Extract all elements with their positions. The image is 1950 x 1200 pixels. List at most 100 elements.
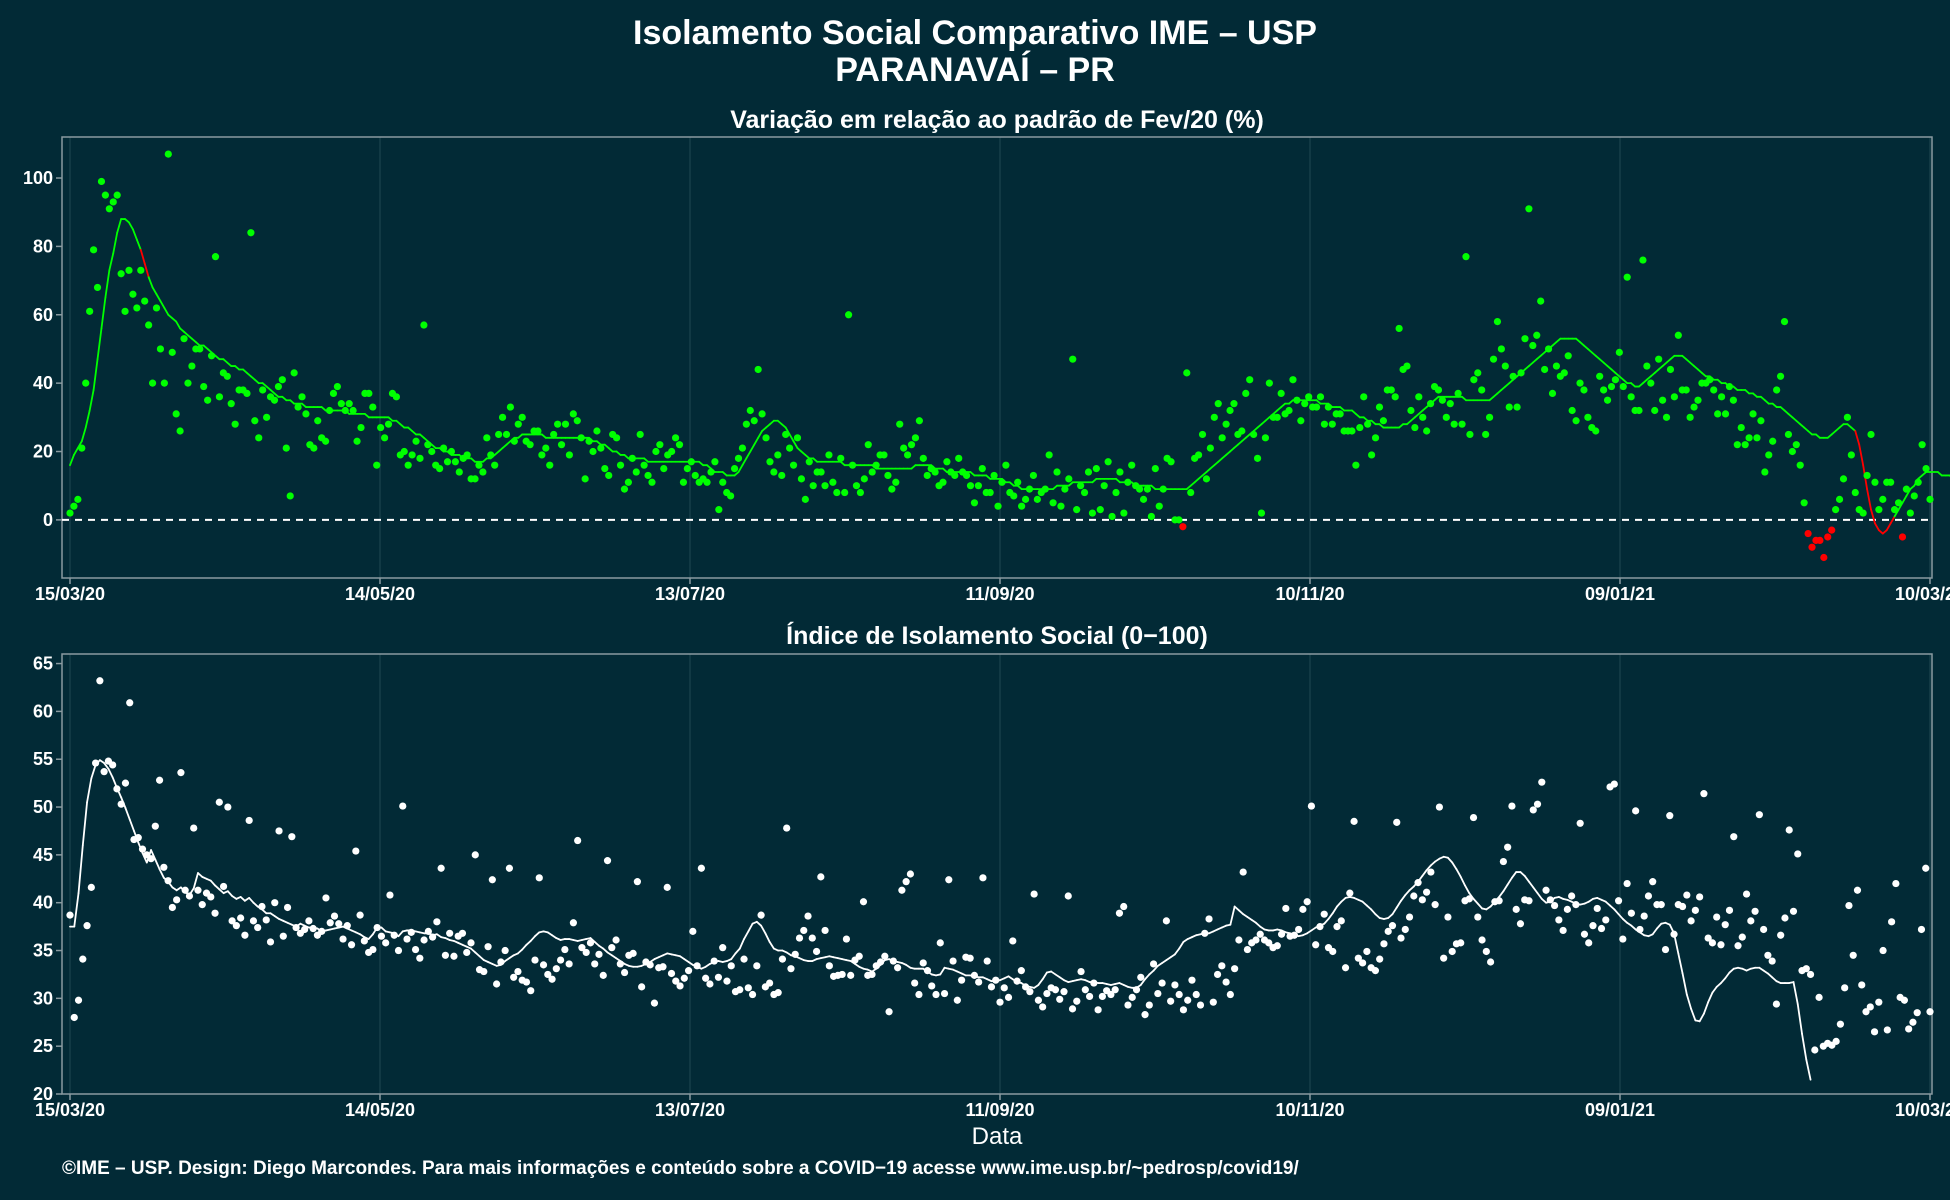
data-point <box>1290 931 1298 939</box>
data-point <box>885 1008 893 1016</box>
data-point <box>1196 1001 1205 1009</box>
data-point <box>675 441 684 449</box>
data-point <box>1607 382 1616 391</box>
data-point <box>1336 410 1344 418</box>
data-point <box>105 205 113 213</box>
data-point <box>1529 806 1537 814</box>
data-point <box>667 969 676 978</box>
data-point <box>1469 813 1478 822</box>
x-axis-label: Data <box>972 1123 1023 1150</box>
data-point <box>164 877 172 885</box>
data-point <box>644 471 652 480</box>
data-point <box>341 406 349 415</box>
data-point <box>1489 355 1498 363</box>
moving-average-segment <box>86 777 93 804</box>
data-point <box>1636 925 1644 934</box>
data-point <box>1862 1008 1870 1016</box>
data-point <box>1713 913 1721 921</box>
data-point <box>78 444 86 452</box>
data-point <box>789 461 798 469</box>
data-point <box>1419 413 1427 421</box>
y-tick-label: 100 <box>23 168 53 188</box>
data-point <box>1521 335 1529 343</box>
moving-average-segment <box>1536 892 1543 900</box>
data-point <box>369 945 377 954</box>
data-point <box>1214 400 1222 408</box>
data-point <box>1285 406 1293 415</box>
data-point <box>1069 355 1077 363</box>
data-point <box>86 307 94 315</box>
data-point <box>1352 461 1360 469</box>
data-point <box>992 976 1000 984</box>
data-point <box>1555 916 1563 924</box>
data-point <box>629 949 637 957</box>
data-point <box>133 304 141 312</box>
data-point <box>399 802 407 810</box>
data-point <box>990 471 998 480</box>
data-point <box>1348 427 1356 435</box>
data-point <box>1053 468 1061 476</box>
moving-average-segment <box>116 218 123 234</box>
moving-average-segment <box>768 941 775 950</box>
data-point <box>633 878 641 886</box>
data-point <box>966 954 974 962</box>
x-tick-label: 10/11/20 <box>1275 584 1344 604</box>
data-point <box>93 283 102 292</box>
data-point <box>1615 348 1623 356</box>
data-point <box>1312 403 1321 411</box>
data-point <box>377 423 385 432</box>
data-point <box>738 444 747 452</box>
data-point <box>1411 423 1419 432</box>
data-point <box>1765 451 1773 459</box>
moving-average-segment <box>1685 993 1693 1010</box>
data-point <box>548 975 556 983</box>
moving-average-segment <box>755 920 763 927</box>
data-point <box>911 434 920 442</box>
moving-average-segment <box>77 844 84 895</box>
data-point <box>1632 807 1640 815</box>
data-point <box>322 894 330 902</box>
x-tick-label: 11/09/20 <box>965 584 1034 604</box>
moving-average-segment <box>1805 1058 1812 1081</box>
data-point <box>1442 413 1450 421</box>
y-tick-label: 60 <box>33 701 53 721</box>
data-point <box>365 389 373 397</box>
data-point <box>1541 365 1549 374</box>
data-point <box>1508 802 1516 810</box>
data-point <box>1847 451 1855 459</box>
data-point <box>757 911 765 919</box>
data-point <box>1769 437 1777 445</box>
data-point <box>266 938 275 946</box>
data-point <box>407 928 415 936</box>
data-point <box>232 922 240 930</box>
data-point <box>1246 376 1254 384</box>
data-point <box>1043 989 1051 998</box>
data-point <box>994 502 1002 510</box>
data-point <box>1721 921 1729 929</box>
x-tick-label: 09/01/21 <box>1585 584 1655 604</box>
data-point <box>612 434 621 442</box>
data-point <box>1745 434 1753 442</box>
data-point <box>903 451 912 459</box>
data-point <box>356 911 364 919</box>
data-point <box>207 893 215 901</box>
data-point <box>727 962 735 970</box>
data-point <box>1804 529 1812 538</box>
data-point <box>852 482 861 490</box>
data-point <box>1303 898 1311 906</box>
moving-average-segment <box>1178 941 1185 950</box>
data-point <box>1179 1006 1188 1014</box>
data-point <box>778 955 787 963</box>
moving-average-segment <box>135 238 142 251</box>
data-point <box>471 851 479 859</box>
data-point <box>1721 410 1730 418</box>
moving-average-segment <box>1476 902 1483 910</box>
data-point <box>1371 434 1380 442</box>
data-point <box>1090 979 1098 987</box>
data-point <box>754 365 762 374</box>
data-point <box>748 990 757 999</box>
data-point <box>1761 468 1769 476</box>
moving-average-segment <box>749 443 756 453</box>
data-point <box>1655 355 1663 363</box>
